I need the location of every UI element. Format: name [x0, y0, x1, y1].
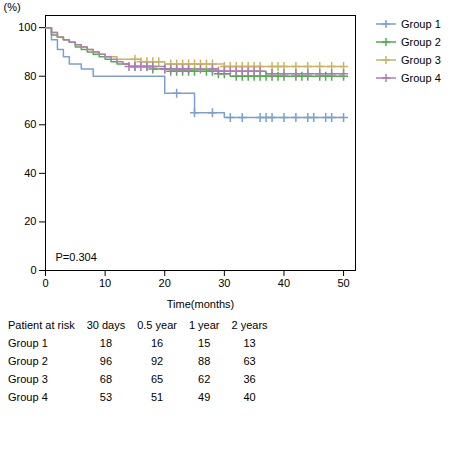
html-text:68: 68	[99, 373, 112, 385]
html-text:2 years: 2 years	[231, 319, 268, 331]
html-text:30 days: 30 days	[86, 319, 126, 331]
html-text:Group 2: Group 2	[401, 36, 441, 48]
svg-text:(%): (%)	[4, 1, 21, 13]
html-text:Group 2: Group 2	[8, 355, 48, 367]
svg-text:20: 20	[159, 277, 171, 289]
html-text:49: 49	[198, 391, 211, 403]
html-text:0.5 year: 0.5 year	[137, 319, 177, 331]
html-text:62: 62	[198, 373, 211, 385]
html-text:63: 63	[243, 355, 256, 367]
html-text:92: 92	[150, 355, 164, 367]
html-text:Patient at risk: Patient at risk	[8, 319, 75, 331]
html-text:18: 18	[99, 337, 112, 349]
svg-text:10: 10	[99, 277, 111, 289]
html-text:13: 13	[243, 337, 256, 349]
html-text:51: 51	[150, 391, 164, 403]
html-text:53: 53	[99, 391, 112, 403]
html-text:15: 15	[198, 337, 211, 349]
svg-text:0: 0	[30, 264, 36, 276]
svg-text:50: 50	[337, 277, 349, 289]
html-text:1 year: 1 year	[188, 319, 220, 331]
html-text:40: 40	[243, 391, 256, 403]
svg-text:Time(months): Time(months)	[167, 298, 234, 310]
html-text:96: 96	[99, 355, 112, 367]
html-text:Group 3: Group 3	[401, 54, 441, 66]
svg-text:0: 0	[42, 277, 48, 289]
svg-text:100: 100	[18, 21, 36, 33]
svg-text:20: 20	[24, 215, 36, 227]
svg-text:40: 40	[24, 167, 36, 179]
html-text:16: 16	[150, 337, 164, 349]
svg-text:40: 40	[278, 277, 290, 289]
html-text:Group 3: Group 3	[8, 373, 48, 385]
html-text:Group 1: Group 1	[401, 18, 441, 30]
svg-text:80: 80	[24, 70, 36, 82]
svg-text:P=0.304: P=0.304	[56, 251, 97, 263]
html-text:36: 36	[243, 373, 256, 385]
html-text:65: 65	[150, 373, 164, 385]
svg-text:30: 30	[218, 277, 230, 289]
html-text:Group 4: Group 4	[8, 391, 48, 403]
html-text:Group 4: Group 4	[401, 72, 441, 84]
svg-text:60: 60	[24, 118, 36, 130]
html-text:88: 88	[198, 355, 211, 367]
html-text:Group 1: Group 1	[8, 337, 48, 349]
